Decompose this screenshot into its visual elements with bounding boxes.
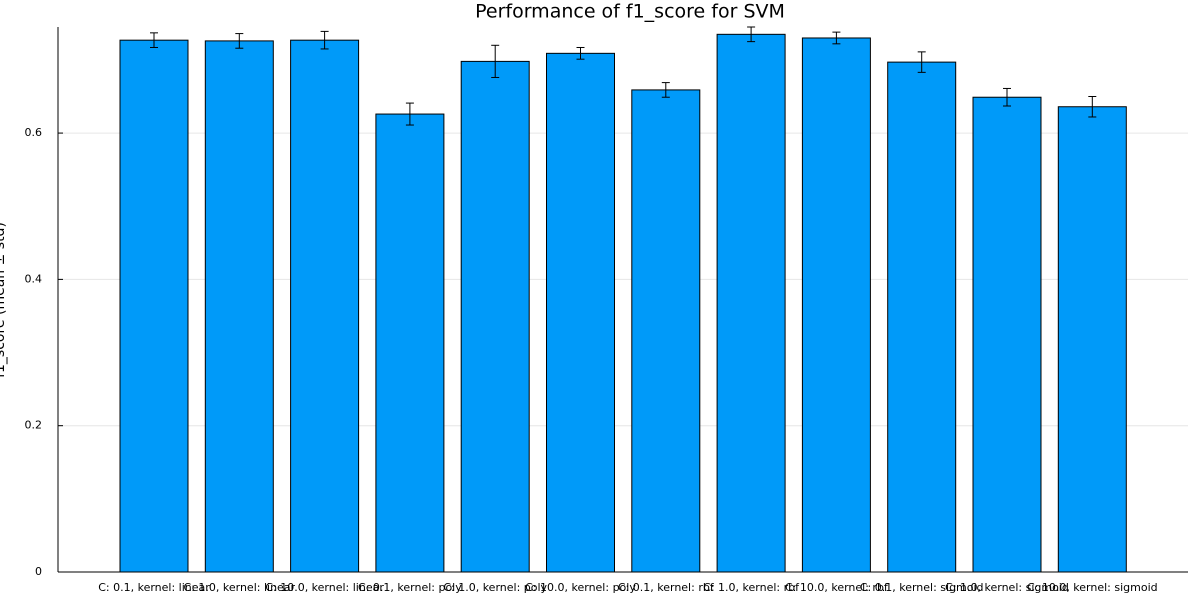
x-tick-label: C: 0.1, kernel: rbf: [618, 581, 715, 594]
x-tick-label: C: 0.1, kernel: poly: [358, 581, 462, 594]
error-bar: [832, 31, 841, 45]
error-bar: [917, 51, 926, 73]
y-tick-label: 0.4: [25, 272, 43, 285]
y-tick-label: 0: [35, 565, 42, 578]
error-bar: [576, 46, 585, 60]
x-tick-label: C: 10.0, kernel: linear: [265, 581, 384, 594]
x-tick-label: C: 10.0, kernel: poly: [525, 581, 636, 594]
error-bar: [405, 102, 414, 126]
x-tick-label: C: 10.0, kernel: sigmoid: [1027, 581, 1158, 594]
error-bar: [1088, 95, 1097, 118]
y-tick-label: 0.2: [25, 419, 43, 432]
bar: [546, 52, 615, 573]
bar: [631, 89, 701, 573]
bar: [801, 37, 871, 573]
bar: [204, 40, 274, 573]
y-axis-label: f1_score (mean ± std): [0, 222, 8, 378]
bar: [1057, 106, 1127, 573]
x-tick-label: C: 1.0, kernel: poly: [443, 581, 547, 594]
error-bar: [661, 82, 670, 98]
error-bar: [235, 33, 244, 49]
bar: [290, 39, 360, 573]
bar: [972, 96, 1042, 573]
chart-title: Performance of f1_score for SVM: [475, 1, 785, 23]
bar: [887, 61, 957, 573]
x-tick-label: C: 1.0, kernel: linear: [184, 581, 296, 594]
x-tick-label: C: 1.0, kernel: rbf: [703, 581, 800, 594]
bar: [375, 113, 445, 573]
error-bar: [150, 32, 158, 48]
x-tick-label: C: 0.1, kernel: linear: [98, 581, 210, 594]
error-bar: [491, 44, 500, 78]
x-tick-label: C: 10.0, kernel: rbf: [785, 581, 889, 594]
bar: [460, 60, 530, 573]
bar: [716, 33, 786, 573]
error-bar: [1003, 87, 1011, 107]
y-tick-label: 0.6: [25, 126, 43, 139]
error-bar: [747, 26, 756, 43]
error-bar: [320, 30, 329, 50]
x-tick-label: C: 1.0, kernel: sigmoid: [945, 581, 1069, 594]
bar: [119, 39, 189, 573]
x-tick-label: C: 0.1, kernel: sigmoid: [860, 581, 984, 594]
